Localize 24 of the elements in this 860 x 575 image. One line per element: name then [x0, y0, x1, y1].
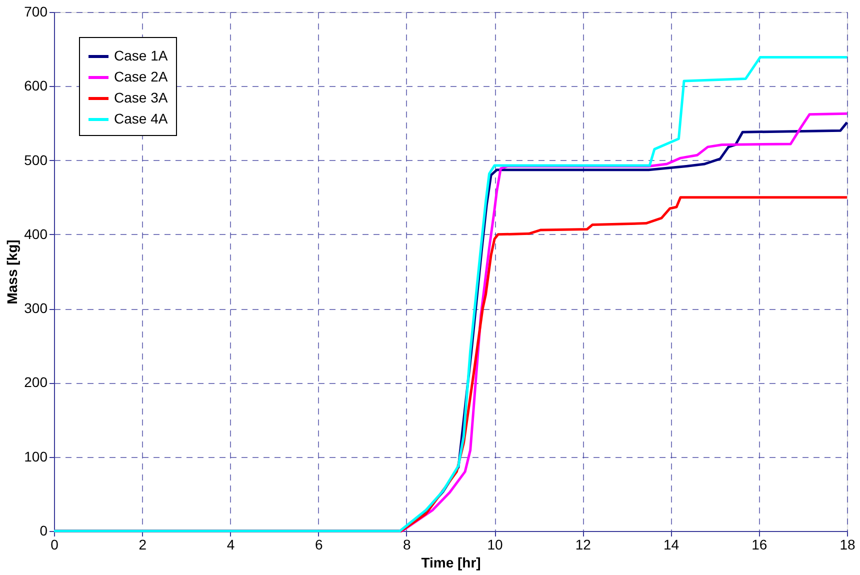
legend-label: Case 1A	[114, 48, 168, 64]
y-tick-label: 0	[40, 522, 48, 538]
x-tick-label: 0	[50, 536, 59, 552]
x-tick-label: 16	[752, 536, 768, 552]
x-tick-label: 10	[487, 536, 504, 552]
x-tick-label: 14	[663, 536, 680, 552]
y-tick-label: 600	[24, 78, 48, 94]
y-tick-label: 300	[24, 300, 48, 316]
x-tick-label: 8	[403, 536, 412, 552]
x-tick-label: 18	[840, 536, 856, 552]
x-tick-label: 4	[226, 536, 235, 552]
y-tick-label: 100	[24, 448, 48, 464]
x-axis-title: Time [hr]	[421, 554, 481, 570]
legend-label: Case 4A	[114, 110, 168, 126]
y-tick-label: 500	[24, 152, 48, 168]
legend-label: Case 3A	[114, 90, 168, 106]
x-tick-label: 6	[314, 536, 323, 552]
y-tick-label: 200	[24, 374, 48, 390]
y-axis-title: Mass [kg]	[4, 240, 20, 304]
x-tick-label: 2	[138, 536, 147, 552]
legend-label: Case 2A	[114, 68, 168, 84]
y-tick-label: 400	[24, 226, 48, 242]
x-tick-label: 12	[575, 536, 592, 552]
y-tick-label: 700	[24, 4, 48, 20]
